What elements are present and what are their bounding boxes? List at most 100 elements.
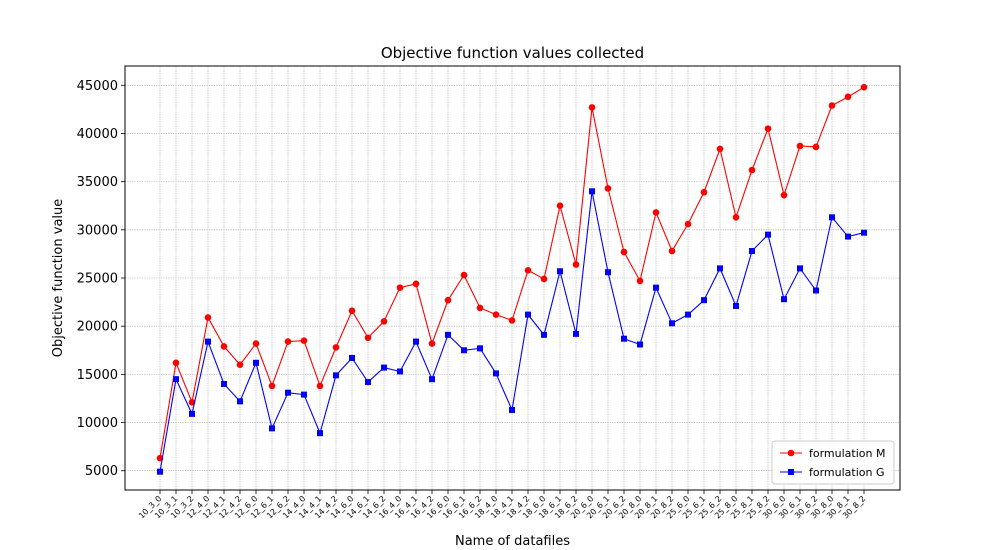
data-point [861, 229, 867, 236]
data-point [637, 341, 643, 348]
y-tick-label: 5000 [85, 464, 118, 479]
data-point [317, 430, 323, 437]
data-point [509, 407, 515, 414]
data-point [684, 220, 692, 228]
data-point [365, 379, 371, 386]
data-point [157, 468, 163, 475]
y-tick-label: 45000 [77, 79, 118, 94]
data-point [765, 231, 771, 238]
data-point [333, 372, 339, 379]
data-point [701, 297, 707, 304]
y-tick-label: 10000 [77, 416, 118, 431]
data-point [557, 268, 563, 275]
data-point [236, 361, 244, 369]
data-point [253, 359, 259, 366]
data-point [477, 345, 483, 352]
data-point [685, 311, 691, 318]
x-axis-label: Name of datafiles [455, 534, 570, 549]
legend: formulation M formulation G [771, 440, 895, 485]
data-point [172, 359, 180, 367]
data-point [493, 370, 499, 377]
series-formulation-g [157, 188, 867, 475]
data-point [476, 304, 484, 312]
data-point [508, 317, 516, 324]
data-point [364, 334, 372, 342]
data-point [301, 391, 307, 398]
data-point [381, 364, 387, 371]
data-point [428, 340, 436, 347]
data-point [589, 188, 595, 195]
data-point [204, 314, 212, 321]
data-point [284, 338, 292, 345]
data-point [748, 166, 756, 174]
data-point [444, 296, 452, 304]
data-point [429, 376, 435, 383]
data-point [268, 382, 276, 390]
data-point [348, 307, 356, 315]
data-point [541, 331, 547, 338]
grid-lines [125, 66, 900, 490]
data-point [813, 287, 819, 294]
data-point [205, 338, 211, 345]
legend-box [771, 440, 895, 485]
data-point [860, 83, 868, 91]
y-tick-label: 40000 [77, 127, 118, 142]
data-point [588, 104, 596, 111]
data-point [669, 320, 675, 327]
data-point [220, 343, 228, 350]
data-point [812, 143, 820, 151]
y-tick-label: 35000 [77, 175, 118, 190]
data-point [460, 271, 468, 279]
data-point [316, 382, 324, 390]
data-point [252, 340, 260, 347]
data-point [397, 368, 403, 375]
y-axis-label: Objective function value [51, 199, 66, 358]
data-point [572, 261, 580, 268]
data-point [845, 233, 851, 240]
data-point [620, 248, 628, 256]
data-point [300, 337, 308, 344]
data-point [652, 209, 660, 216]
data-point [269, 425, 275, 432]
y-axis-ticks: 5000 10000 15000 20000 25000 30000 35000 40000 4… [77, 79, 125, 479]
data-point [285, 389, 291, 396]
data-point [716, 145, 724, 153]
x-axis-ticks: 10_3_010_3_110_3_212_4_012_4_112_4_212_6… [137, 490, 867, 520]
data-point [796, 142, 804, 150]
data-point [653, 284, 659, 291]
data-point [604, 185, 612, 192]
data-point [844, 93, 852, 101]
data-point [732, 213, 740, 221]
data-point [525, 311, 531, 318]
data-point [829, 214, 835, 221]
data-point [700, 188, 708, 196]
data-point [445, 331, 451, 338]
data-point [237, 398, 243, 405]
data-point [781, 296, 787, 303]
data-point [668, 247, 676, 255]
data-point [221, 381, 227, 387]
y-tick-label: 15000 [77, 368, 118, 383]
data-point [780, 191, 788, 199]
data-point [556, 202, 564, 210]
legend-label-formulation-g: formulation G [809, 466, 885, 479]
data-point [540, 275, 548, 283]
data-point [828, 102, 836, 109]
data-point [605, 269, 611, 276]
data-point [573, 330, 579, 337]
data-point [461, 347, 467, 354]
data-point [797, 265, 803, 272]
data-point [749, 248, 755, 255]
series-formulation-m [156, 83, 868, 462]
data-point [349, 354, 355, 361]
data-point [717, 265, 723, 272]
data-point [173, 376, 179, 383]
data-point [380, 318, 388, 325]
legend-label-formulation-m: formulation M [809, 447, 885, 460]
legend-marker-formulation-g [788, 469, 794, 475]
data-point [621, 335, 627, 342]
data-point [524, 266, 532, 274]
data-point [396, 284, 404, 291]
y-tick-label: 30000 [77, 223, 118, 238]
